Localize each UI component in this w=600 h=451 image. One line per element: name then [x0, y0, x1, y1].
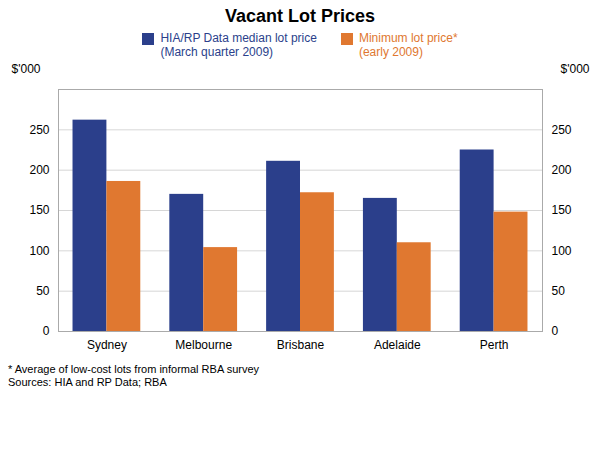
- svg-text:250: 250: [29, 123, 49, 137]
- svg-text:100: 100: [29, 244, 49, 258]
- svg-text:200: 200: [552, 163, 572, 177]
- html-text:* Average of low-cost lots fro: * Average of low-cost lots from informal…: [8, 363, 260, 375]
- svg-text:$'000: $'000: [561, 62, 590, 76]
- svg-text:Brisbane: Brisbane: [277, 338, 325, 352]
- svg-text:50: 50: [36, 284, 50, 298]
- svg-text:0: 0: [43, 324, 50, 338]
- svg-text:Melbourne: Melbourne: [175, 338, 232, 352]
- svg-text:Sydney: Sydney: [87, 338, 127, 352]
- svg-text:250: 250: [552, 123, 572, 137]
- svg-text:$'000: $'000: [12, 62, 41, 76]
- html-text:Minimum lot price* (early 2009: Minimum lot price* (early 2009): [358, 31, 458, 59]
- html-text:Sources: HIA and RP Data; RBA: Sources: HIA and RP Data; RBA: [8, 376, 167, 388]
- html-text:HIA/RP Data median lot price (: HIA/RP Data median lot price (March quar…: [160, 31, 317, 59]
- svg-text:0: 0: [552, 324, 559, 338]
- svg-text:150: 150: [552, 203, 572, 217]
- svg-text:150: 150: [29, 203, 49, 217]
- svg-text:Adelaide: Adelaide: [374, 338, 421, 352]
- svg-text:200: 200: [29, 163, 49, 177]
- svg-text:100: 100: [552, 244, 572, 258]
- svg-text:50: 50: [552, 284, 566, 298]
- html-text:Vacant Lot Prices: Vacant Lot Prices: [225, 6, 375, 26]
- svg-text:Perth: Perth: [480, 338, 509, 352]
